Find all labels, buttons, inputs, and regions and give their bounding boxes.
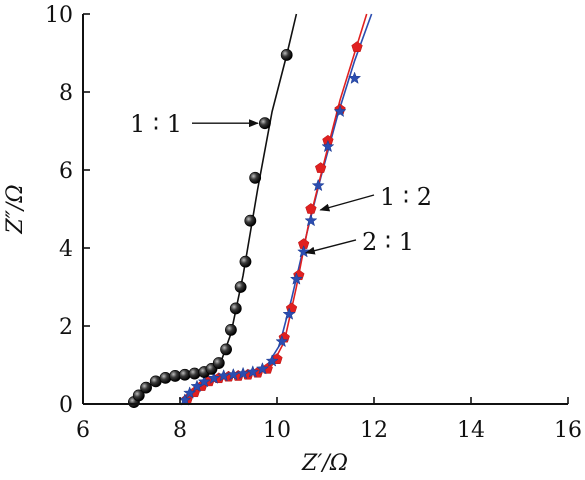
data-point-pentagon xyxy=(305,203,317,214)
annotation-arrow xyxy=(304,239,357,255)
x-axis-title: Z′/Ω xyxy=(301,451,348,476)
data-point-sphere xyxy=(229,302,242,315)
x-tick-label: 16 xyxy=(554,418,582,443)
x-tick-label: 8 xyxy=(173,418,187,443)
data-point-sphere xyxy=(132,389,145,402)
data-point-star xyxy=(297,244,311,258)
data-point-star xyxy=(265,354,279,367)
data-point-star xyxy=(207,371,221,384)
data-point-star xyxy=(275,334,289,348)
y-tick-label: 10 xyxy=(45,3,73,28)
data-point-sphere xyxy=(225,323,237,336)
data-point-star xyxy=(333,104,347,118)
annotation-label: 1 ∶ 2 xyxy=(380,183,432,211)
data-point-star xyxy=(311,178,325,192)
x-tick-label: 12 xyxy=(360,418,388,443)
data-point-star xyxy=(348,71,362,84)
data-point-star xyxy=(321,139,335,153)
fit-line xyxy=(184,13,368,405)
plot-area xyxy=(128,13,373,408)
data-point-star xyxy=(217,368,231,382)
data-point-star xyxy=(226,367,240,381)
data-point-pentagon xyxy=(351,41,363,52)
data-point-star xyxy=(246,365,260,378)
data-point-sphere xyxy=(244,214,257,227)
x-ticks: 6 8 10 12 14 16 xyxy=(76,397,582,443)
data-point-pentagon xyxy=(315,162,327,173)
x-tick-label: 6 xyxy=(76,418,90,443)
y-axis-title: Z″/Ω xyxy=(3,184,28,234)
data-point-sphere xyxy=(212,357,225,369)
data-point-star xyxy=(289,272,303,285)
y-tick-label: 4 xyxy=(59,237,73,262)
y-tick-label: 0 xyxy=(59,393,73,418)
x-tick-label: 14 xyxy=(457,418,485,443)
data-point-star xyxy=(304,213,318,227)
fit-line xyxy=(130,13,298,405)
data-point-sphere xyxy=(258,117,271,130)
data-point-star xyxy=(255,361,269,375)
fit-line xyxy=(181,13,373,405)
annotation-label: 1 ∶ 1 xyxy=(130,110,182,138)
x-tick-label: 10 xyxy=(263,418,291,443)
data-point-star xyxy=(197,374,211,388)
annotations: 1 ∶ 1 1 ∶ 2 2 ∶ 1 xyxy=(130,110,432,256)
data-point-sphere xyxy=(239,255,252,268)
data-point-sphere xyxy=(188,367,201,380)
data-point-sphere xyxy=(280,49,293,61)
data-point-star xyxy=(236,366,250,380)
data-point-sphere xyxy=(159,371,172,384)
data-point-sphere xyxy=(220,343,232,356)
axes: 6 8 10 12 14 16 0 2 4 6 8 10 xyxy=(45,3,582,443)
y-ticks: 0 2 4 6 8 10 xyxy=(45,3,90,418)
y-tick-label: 2 xyxy=(59,315,73,340)
data-point-star xyxy=(282,307,296,320)
data-markers xyxy=(128,41,363,408)
fit-lines xyxy=(130,13,373,405)
annotation-label: 2 ∶ 1 xyxy=(362,228,414,256)
y-tick-label: 8 xyxy=(59,81,73,106)
annotation-arrow xyxy=(319,194,375,212)
data-point-sphere xyxy=(140,381,152,394)
y-tick-label: 6 xyxy=(59,159,73,184)
data-point-sphere xyxy=(234,281,247,293)
data-point-sphere xyxy=(249,171,262,184)
